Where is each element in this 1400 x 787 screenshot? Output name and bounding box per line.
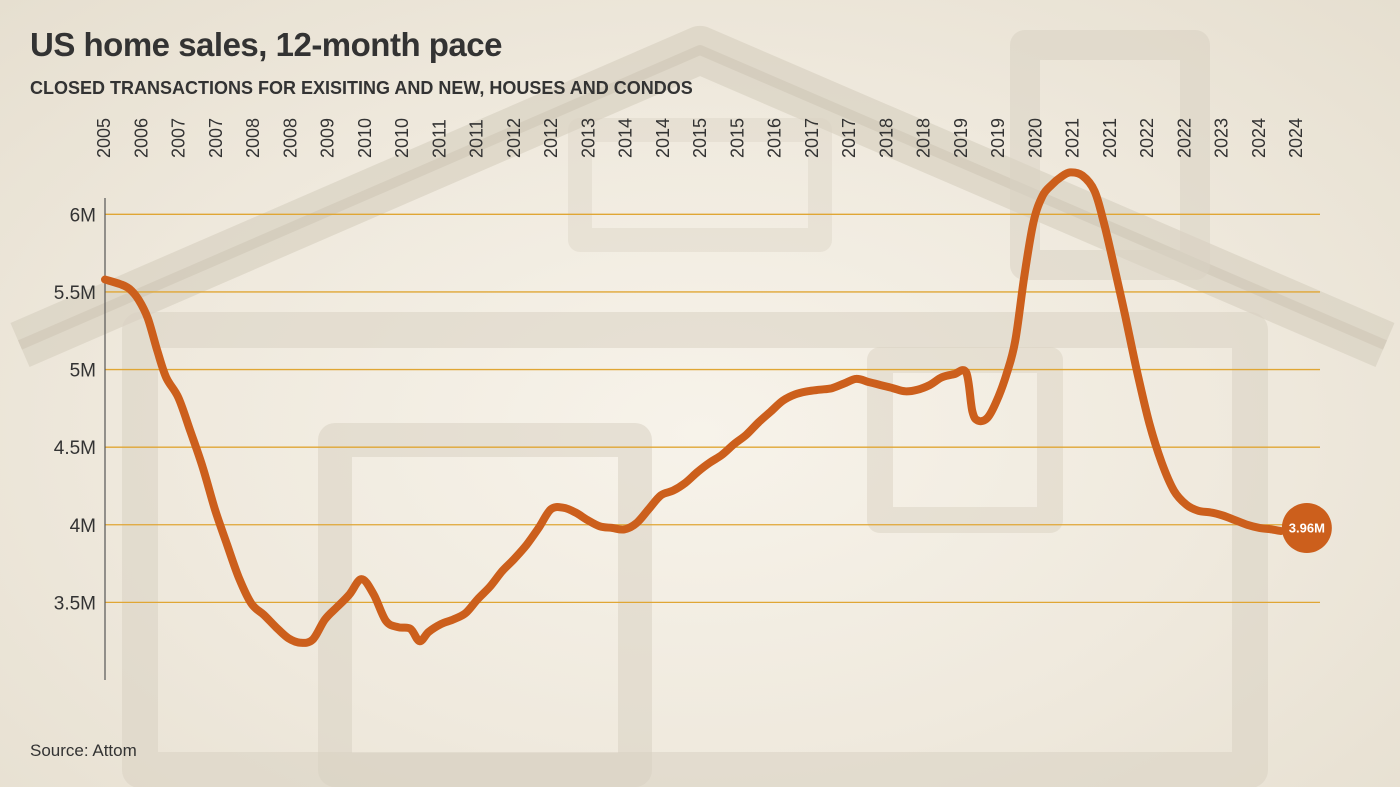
- x-tick-label: 2007: [206, 118, 226, 158]
- y-axis-ticks: 3.5M 4M 4.5M 5M 5.5M 6M: [54, 205, 96, 614]
- chart-subtitle: CLOSED TRANSACTIONS FOR EXISITING AND NE…: [30, 78, 693, 98]
- x-tick-label: 2010: [355, 118, 375, 158]
- series-line-home-sales: [101, 168, 1285, 647]
- x-tick-label: 2018: [914, 118, 934, 158]
- y-tick-label: 5M: [70, 361, 96, 382]
- x-tick-label: 2022: [1174, 118, 1194, 158]
- x-tick-label: 2018: [876, 118, 896, 158]
- x-tick-label: 2019: [988, 118, 1008, 158]
- y-tick-label: 5.5M: [54, 283, 96, 304]
- x-tick-label: 2015: [727, 118, 747, 158]
- chart-source: Source: Attom: [30, 741, 137, 760]
- x-tick-label: 2015: [690, 118, 710, 158]
- x-tick-label: 2011: [467, 119, 487, 158]
- gridlines: [105, 213, 1320, 604]
- x-tick-label: 2012: [541, 118, 561, 158]
- chart-title: US home sales, 12-month pace: [30, 26, 503, 63]
- x-tick-label: 2024: [1249, 118, 1269, 158]
- x-tick-label: 2013: [578, 118, 598, 158]
- x-tick-label: 2011: [429, 119, 449, 158]
- x-tick-label: 2024: [1286, 118, 1306, 158]
- x-tick-label: 2022: [1137, 118, 1157, 158]
- x-tick-label: 2014: [653, 118, 673, 158]
- x-tick-label: 2020: [1025, 118, 1045, 158]
- y-tick-label: 4.5M: [54, 438, 96, 459]
- end-value-marker: [1281, 502, 1332, 553]
- x-tick-label: 2006: [131, 118, 151, 158]
- x-axis-ticks: 2005 2006 2007 2007 2008 2008 2009 2010 2010 2011…: [94, 118, 1306, 158]
- x-tick-label: 2008: [243, 118, 263, 158]
- x-tick-label: 2007: [169, 118, 189, 158]
- y-tick-label: 3.5M: [54, 593, 96, 614]
- x-tick-label: 2021: [1100, 118, 1120, 158]
- y-tick-label: 4M: [70, 516, 96, 537]
- x-tick-label: 2008: [280, 118, 300, 158]
- y-tick-label: 6M: [70, 205, 96, 226]
- x-tick-label: 2005: [94, 118, 114, 158]
- x-tick-label: 2021: [1063, 118, 1083, 158]
- x-tick-label: 2010: [392, 118, 412, 158]
- x-tick-label: 2014: [616, 118, 636, 158]
- x-tick-label: 2023: [1212, 118, 1232, 158]
- x-tick-label: 2016: [765, 118, 785, 158]
- x-tick-label: 2012: [504, 118, 524, 158]
- end-value-label: 3.96M: [1289, 520, 1325, 535]
- x-tick-label: 2009: [318, 118, 338, 158]
- x-tick-label: 2019: [951, 118, 971, 158]
- x-tick-label: 2017: [802, 118, 822, 158]
- x-tick-label: 2017: [839, 118, 859, 158]
